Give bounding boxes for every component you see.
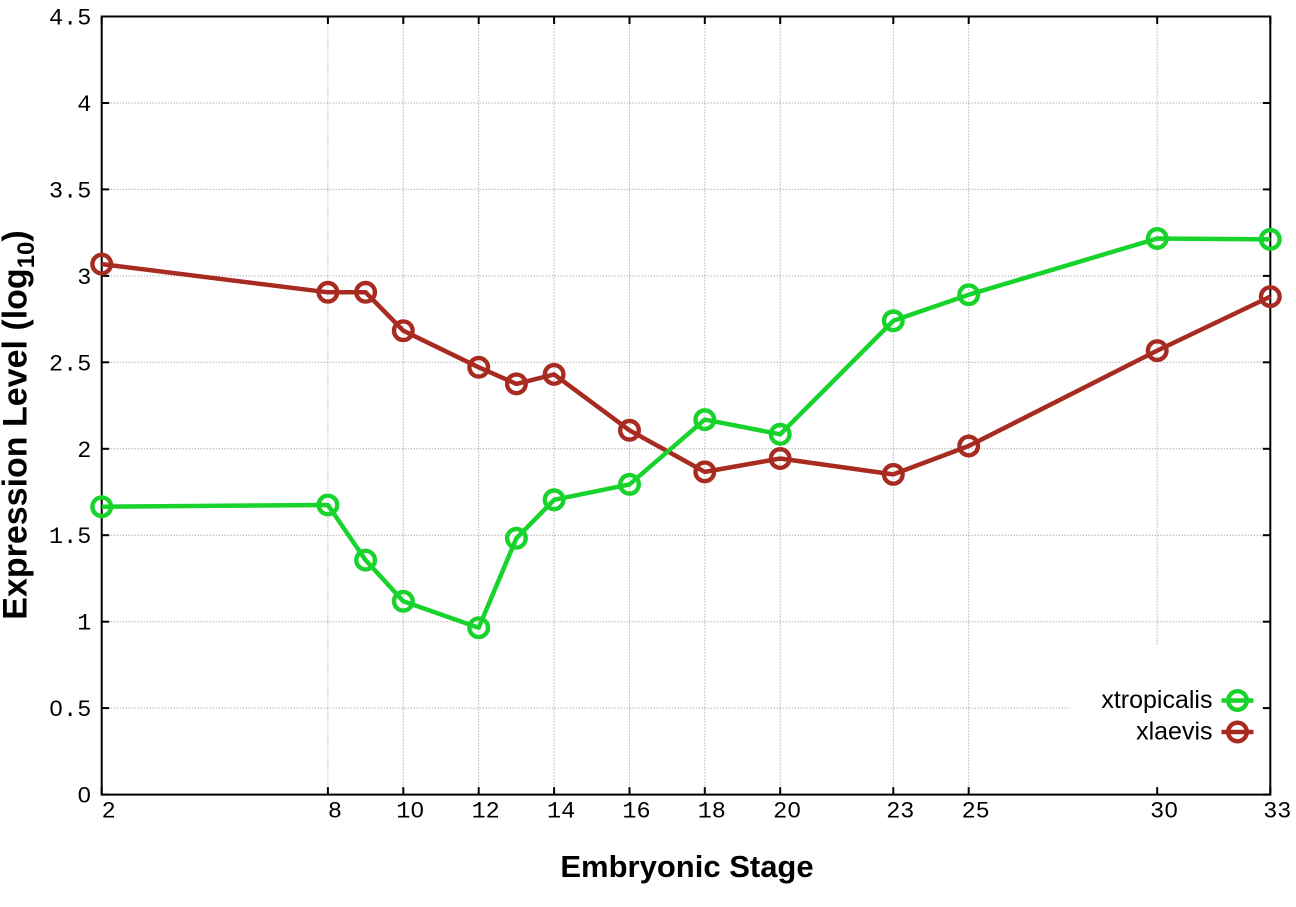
- svg-text:3.5: 3.5: [49, 178, 91, 205]
- svg-text:12: 12: [472, 799, 500, 826]
- svg-text:33: 33: [1263, 799, 1291, 826]
- svg-text:20: 20: [773, 799, 801, 826]
- svg-text:xlaevis: xlaevis: [1136, 718, 1212, 746]
- svg-text:xtropicalis: xtropicalis: [1101, 686, 1212, 714]
- svg-text:Expression Level (log10): Expression Level (log10): [0, 230, 40, 619]
- svg-text:2: 2: [102, 799, 116, 826]
- svg-text:18: 18: [698, 799, 726, 826]
- svg-text:10: 10: [396, 799, 424, 826]
- svg-text:25: 25: [962, 799, 990, 826]
- svg-text:8: 8: [328, 799, 342, 826]
- svg-text:2: 2: [77, 438, 91, 465]
- svg-text:4: 4: [77, 92, 91, 119]
- svg-text:2.5: 2.5: [49, 351, 91, 378]
- svg-text:16: 16: [622, 799, 650, 826]
- svg-text:30: 30: [1150, 799, 1178, 826]
- svg-text:14: 14: [547, 799, 575, 826]
- svg-text:1: 1: [77, 611, 91, 638]
- svg-text:23: 23: [886, 799, 914, 826]
- svg-text:3: 3: [77, 265, 91, 292]
- svg-text:4.5: 4.5: [49, 6, 91, 33]
- svg-text:Embryonic Stage: Embryonic Stage: [560, 849, 813, 884]
- svg-text:1.5: 1.5: [49, 524, 91, 551]
